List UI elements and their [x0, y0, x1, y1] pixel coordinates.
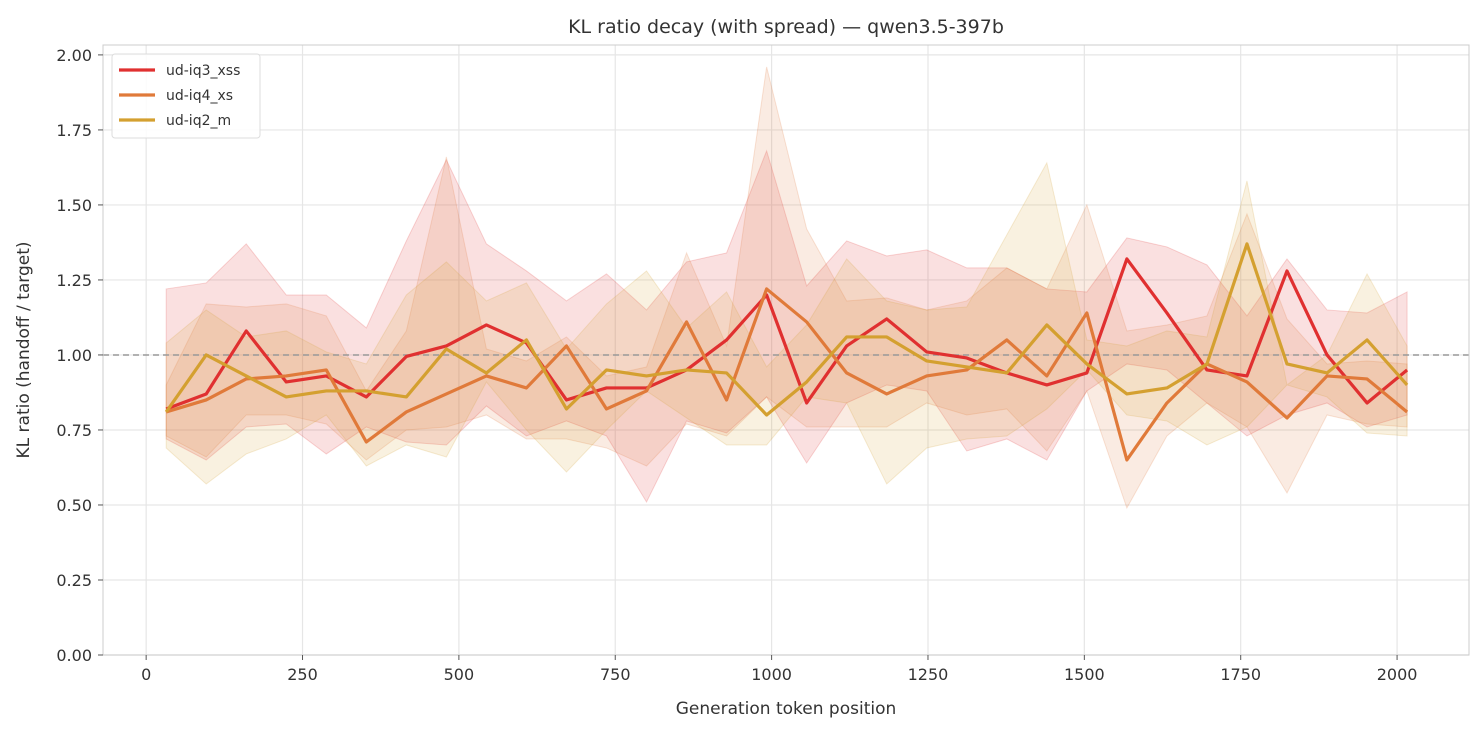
x-tick-label: 0 — [141, 665, 151, 684]
x-tick-label: 1000 — [751, 665, 792, 684]
y-tick-label: 2.00 — [56, 46, 92, 65]
spread-band-ud-iq3_xss — [165, 149, 1408, 504]
legend-label: ud-iq4_xs — [166, 88, 233, 104]
legend-label: ud-iq3_xss — [166, 63, 240, 79]
y-tick-label: 1.75 — [56, 121, 92, 140]
y-axis-label: KL ratio (handoff / target) — [14, 242, 34, 459]
y-tick-label: 1.00 — [56, 346, 92, 365]
spread-band-ud-iq2_m — [165, 161, 1408, 485]
y-tick-label: 1.50 — [56, 196, 92, 215]
x-tick-label: 750 — [600, 665, 631, 684]
legend-label: ud-iq2_m — [166, 113, 231, 129]
x-tick-label: 1500 — [1064, 665, 1105, 684]
chart-title: KL ratio decay (with spread) — qwen3.5-3… — [568, 16, 1004, 38]
x-tick-label: 500 — [444, 665, 475, 684]
legend-box — [111, 53, 261, 139]
x-tick-label: 1750 — [1220, 665, 1261, 684]
y-tick-label: 1.25 — [56, 271, 92, 290]
spread-band-ud-iq4_xs — [165, 66, 1408, 510]
x-tick-label: 2000 — [1377, 665, 1418, 684]
y-tick-label: 0.75 — [56, 421, 92, 440]
plot-frame — [102, 44, 1470, 656]
y-tick-label: 0.50 — [56, 496, 92, 515]
spread-bands — [165, 66, 1408, 510]
y-tick-label: 0.25 — [56, 571, 92, 590]
series-line-ud-iq4_xs — [165, 287, 1409, 462]
x-ticks: 0 250 500 750 1000 1250 1500 1750 2000 — [141, 655, 1417, 684]
series-lines — [164, 242, 1409, 462]
y-ticks: 0.00 0.25 0.50 0.75 1.00 1.25 1.50 1.75 2.00 — [56, 46, 103, 665]
series-line-ud-iq3_xss — [165, 257, 1409, 411]
series-line-ud-iq2_m — [164, 242, 1409, 417]
y-tick-label: 0.00 — [56, 646, 92, 665]
legend: ud-iq3_xss ud-iq4_xs ud-iq2_m — [111, 53, 261, 139]
x-tick-label: 1250 — [908, 665, 949, 684]
x-axis-label: Generation token position — [676, 699, 897, 719]
x-tick-label: 250 — [287, 665, 318, 684]
